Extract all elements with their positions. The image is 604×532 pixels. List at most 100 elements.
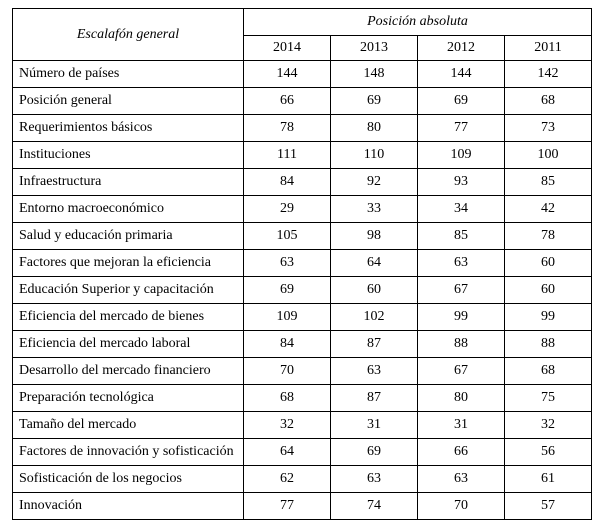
table-row: Número de países 144 148 144 142 (12, 60, 592, 88)
header-row-years: 2014 2013 2012 2011 (13, 35, 592, 61)
row-label: Desarrollo del mercado financiero (12, 357, 244, 385)
value-cell: 144 (417, 60, 505, 88)
row-label: Posición general (12, 87, 244, 115)
value-cell: 109 (417, 141, 505, 169)
value-cell: 78 (243, 114, 331, 142)
value-cell: 66 (243, 87, 331, 115)
row-label: Preparación tecnológica (12, 384, 244, 412)
year-header: 2011 (504, 35, 592, 61)
value-cell: 68 (243, 384, 331, 412)
table-row: Infraestructura 84 92 93 85 (12, 168, 592, 196)
table-row: Requerimientos básicos 78 80 77 73 (12, 114, 592, 142)
value-cell: 102 (330, 303, 418, 331)
row-label: Tamaño del mercado (12, 411, 244, 439)
value-cell: 56 (504, 438, 592, 466)
value-cell: 57 (504, 492, 592, 520)
year-header: 2014 (243, 35, 331, 61)
row-label: Número de países (12, 60, 244, 88)
row-label: Educación Superior y capacitación (12, 276, 244, 304)
value-cell: 70 (417, 492, 505, 520)
value-cell: 33 (330, 195, 418, 223)
value-cell: 63 (243, 249, 331, 277)
value-cell: 88 (417, 330, 505, 358)
value-cell: 31 (417, 411, 505, 439)
table-row: Instituciones 111 110 109 100 (12, 141, 592, 169)
value-cell: 109 (243, 303, 331, 331)
value-cell: 92 (330, 168, 418, 196)
table-row: Sofisticación de los negocios 62 63 63 61 (12, 465, 592, 493)
value-cell: 110 (330, 141, 418, 169)
value-cell: 85 (417, 222, 505, 250)
value-cell: 80 (417, 384, 505, 412)
ranking-table: Escalafón general Posición absoluta 2014… (12, 8, 592, 520)
value-cell: 32 (243, 411, 331, 439)
value-cell: 98 (330, 222, 418, 250)
row-label: Factores que mejoran la eficiencia (12, 249, 244, 277)
value-cell: 69 (330, 87, 418, 115)
value-cell: 80 (330, 114, 418, 142)
value-cell: 99 (417, 303, 505, 331)
value-cell: 77 (417, 114, 505, 142)
table-row: Posición general 66 69 69 68 (12, 87, 592, 115)
row-label: Factores de innovación y sofisticación (12, 438, 244, 466)
value-cell: 74 (330, 492, 418, 520)
value-cell: 68 (504, 87, 592, 115)
value-cell: 63 (417, 249, 505, 277)
value-cell: 63 (417, 465, 505, 493)
value-cell: 64 (330, 249, 418, 277)
header-row-groups: Escalafón general Posición absoluta (12, 8, 592, 61)
value-cell: 32 (504, 411, 592, 439)
value-cell: 31 (330, 411, 418, 439)
value-cell: 73 (504, 114, 592, 142)
value-cell: 105 (243, 222, 331, 250)
value-cell: 70 (243, 357, 331, 385)
value-cell: 60 (504, 276, 592, 304)
table-row: Educación Superior y capacitación 69 60 67 6… (12, 276, 592, 304)
row-label: Eficiencia del mercado de bienes (12, 303, 244, 331)
year-header: 2012 (417, 35, 505, 61)
value-cell: 99 (504, 303, 592, 331)
value-cell: 84 (243, 168, 331, 196)
table-row: Desarrollo del mercado financiero 70 63 67 6… (12, 357, 592, 385)
corner-header: Escalafón general (12, 8, 244, 61)
table-row: Tamaño del mercado 32 31 31 32 (12, 411, 592, 439)
value-cell: 77 (243, 492, 331, 520)
table-row: Eficiencia del mercado laboral 84 87 88 88 (12, 330, 592, 358)
table-row: Eficiencia del mercado de bienes 109 102 99… (12, 303, 592, 331)
table-row: Factores que mejoran la eficiencia 63 64 63… (12, 249, 592, 277)
value-cell: 87 (330, 384, 418, 412)
value-cell: 34 (417, 195, 505, 223)
table-body: Número de países 144 148 144 142 Posición gen… (12, 60, 592, 520)
value-cell: 64 (243, 438, 331, 466)
value-cell: 29 (243, 195, 331, 223)
value-cell: 111 (243, 141, 331, 169)
value-cell: 100 (504, 141, 592, 169)
table-header: Escalafón general Posición absoluta 2014… (12, 8, 592, 61)
value-cell: 87 (330, 330, 418, 358)
value-cell: 85 (504, 168, 592, 196)
value-cell: 67 (417, 357, 505, 385)
value-cell: 148 (330, 60, 418, 88)
row-label: Eficiencia del mercado laboral (12, 330, 244, 358)
row-label: Entorno macroeconómico (12, 195, 244, 223)
row-label: Infraestructura (12, 168, 244, 196)
value-cell: 69 (330, 438, 418, 466)
row-label: Instituciones (12, 141, 244, 169)
value-cell: 61 (504, 465, 592, 493)
group-header: Posición absoluta (243, 8, 592, 36)
table-row: Entorno macroeconómico 29 33 34 42 (12, 195, 592, 223)
value-cell: 75 (504, 384, 592, 412)
value-cell: 69 (417, 87, 505, 115)
value-cell: 60 (504, 249, 592, 277)
value-cell: 84 (243, 330, 331, 358)
value-cell: 78 (504, 222, 592, 250)
row-label: Sofisticación de los negocios (12, 465, 244, 493)
row-label: Requerimientos básicos (12, 114, 244, 142)
row-label: Salud y educación primaria (12, 222, 244, 250)
value-cell: 69 (243, 276, 331, 304)
value-cell: 67 (417, 276, 505, 304)
value-cell: 66 (417, 438, 505, 466)
value-cell: 144 (243, 60, 331, 88)
table-row: Factores de innovación y sofisticación 64… (12, 438, 592, 466)
